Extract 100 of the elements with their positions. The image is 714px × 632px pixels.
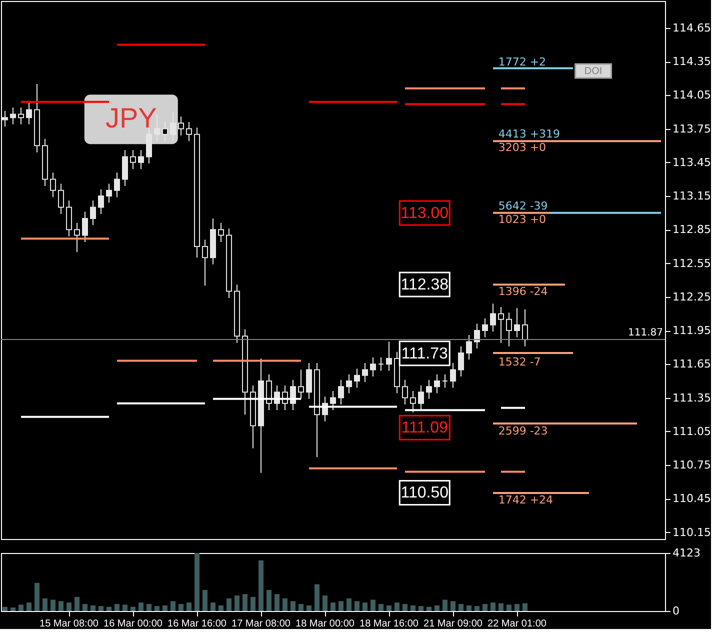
y-tick-label: 4123 — [672, 546, 700, 560]
candlestick — [10, 106, 16, 125]
annotation: 1772 +2 — [498, 55, 546, 68]
candlestick — [106, 183, 112, 204]
annotation: 113.00 — [400, 204, 449, 222]
bar — [186, 602, 192, 611]
y-tick-label: 113.75 — [672, 122, 711, 136]
y-tick-label: 111.65 — [672, 358, 711, 371]
bar — [170, 601, 176, 611]
y-tick-label: 0 — [672, 604, 680, 618]
y-tick-label: 112.25 — [672, 290, 711, 304]
bar — [322, 596, 328, 611]
candlestick — [186, 122, 192, 142]
bar — [514, 604, 520, 611]
bar — [330, 602, 336, 611]
candlestick — [74, 222, 80, 253]
bar — [34, 582, 40, 611]
x-tick-label: 17 Mar 08:00 — [232, 618, 291, 630]
bar — [50, 600, 56, 611]
bar — [402, 604, 408, 611]
bar — [90, 605, 96, 611]
annotation: 1742 +24 — [498, 493, 554, 506]
bar — [378, 604, 384, 611]
bar — [306, 605, 312, 611]
bar — [370, 600, 376, 611]
bar — [450, 601, 456, 611]
x-tick-label: 18 Mar 00:00 — [296, 618, 355, 630]
candlestick — [362, 362, 368, 383]
bar — [218, 605, 224, 611]
annotation: 1023 +0 — [498, 212, 546, 226]
candlestick — [138, 150, 144, 170]
bar — [154, 606, 160, 611]
bar — [202, 590, 208, 611]
bar — [258, 560, 264, 611]
bar — [18, 604, 24, 611]
annotation: JPY — [105, 102, 158, 134]
annotation: 5642 -39 — [498, 200, 548, 213]
y-tick-label: 112.55 — [672, 256, 711, 270]
candlestick — [402, 379, 408, 405]
bar — [522, 603, 528, 611]
candlestick — [178, 116, 184, 136]
candlestick — [346, 374, 352, 394]
bar — [506, 604, 512, 611]
bar — [410, 605, 416, 611]
bar — [362, 602, 368, 611]
bar — [266, 590, 272, 611]
bar — [490, 602, 496, 611]
bar — [458, 604, 464, 611]
bar — [194, 553, 200, 611]
bar — [138, 602, 144, 611]
bar — [66, 602, 72, 611]
bar — [418, 606, 424, 611]
bar — [10, 607, 16, 611]
bar — [106, 606, 112, 611]
bar — [354, 601, 360, 611]
annotation: 2599 -23 — [498, 424, 548, 438]
candlestick — [338, 379, 344, 405]
candlestick — [290, 379, 296, 411]
bar — [122, 604, 128, 611]
y-tick-label: 110.75 — [672, 458, 711, 472]
bar — [58, 601, 64, 611]
candlestick — [18, 106, 24, 125]
candlestick — [162, 122, 168, 142]
bar — [26, 602, 32, 611]
candlestick — [58, 183, 64, 214]
y-tick-label: 111.05 — [672, 424, 711, 438]
bar — [274, 594, 280, 611]
bar — [482, 604, 488, 611]
bar — [42, 598, 48, 611]
y-tick-label: 114.65 — [672, 21, 711, 34]
candlestick — [490, 303, 496, 332]
bar — [250, 596, 256, 611]
bar — [394, 602, 400, 611]
candlestick — [426, 379, 432, 400]
candlestick — [522, 308, 528, 347]
bar — [290, 601, 296, 611]
y-tick-label: 114.05 — [672, 88, 711, 102]
annotation: 3203 +0 — [498, 140, 546, 154]
y-tick-label: 111.95 — [672, 324, 711, 338]
bar — [426, 606, 432, 611]
x-tick-label: 16 Mar 16:00 — [168, 618, 227, 630]
bar — [234, 596, 240, 611]
bar — [130, 606, 136, 611]
x-tick-label: 15 Mar 08:00 — [40, 618, 99, 630]
annotation: 4413 +319 — [498, 127, 560, 140]
bar — [2, 606, 8, 611]
candlestick — [466, 334, 472, 360]
candlestick — [442, 374, 448, 388]
candlestick — [354, 368, 360, 388]
bar — [162, 605, 168, 611]
candlestick — [122, 150, 128, 186]
bar — [74, 596, 80, 611]
candlestick — [410, 390, 416, 413]
bar — [386, 605, 392, 611]
candlestick — [378, 356, 384, 372]
candlestick — [434, 374, 440, 394]
bar — [210, 602, 216, 611]
annotation: 112.38 — [400, 276, 449, 294]
bar — [474, 606, 480, 611]
annotation: DOI — [584, 66, 602, 77]
